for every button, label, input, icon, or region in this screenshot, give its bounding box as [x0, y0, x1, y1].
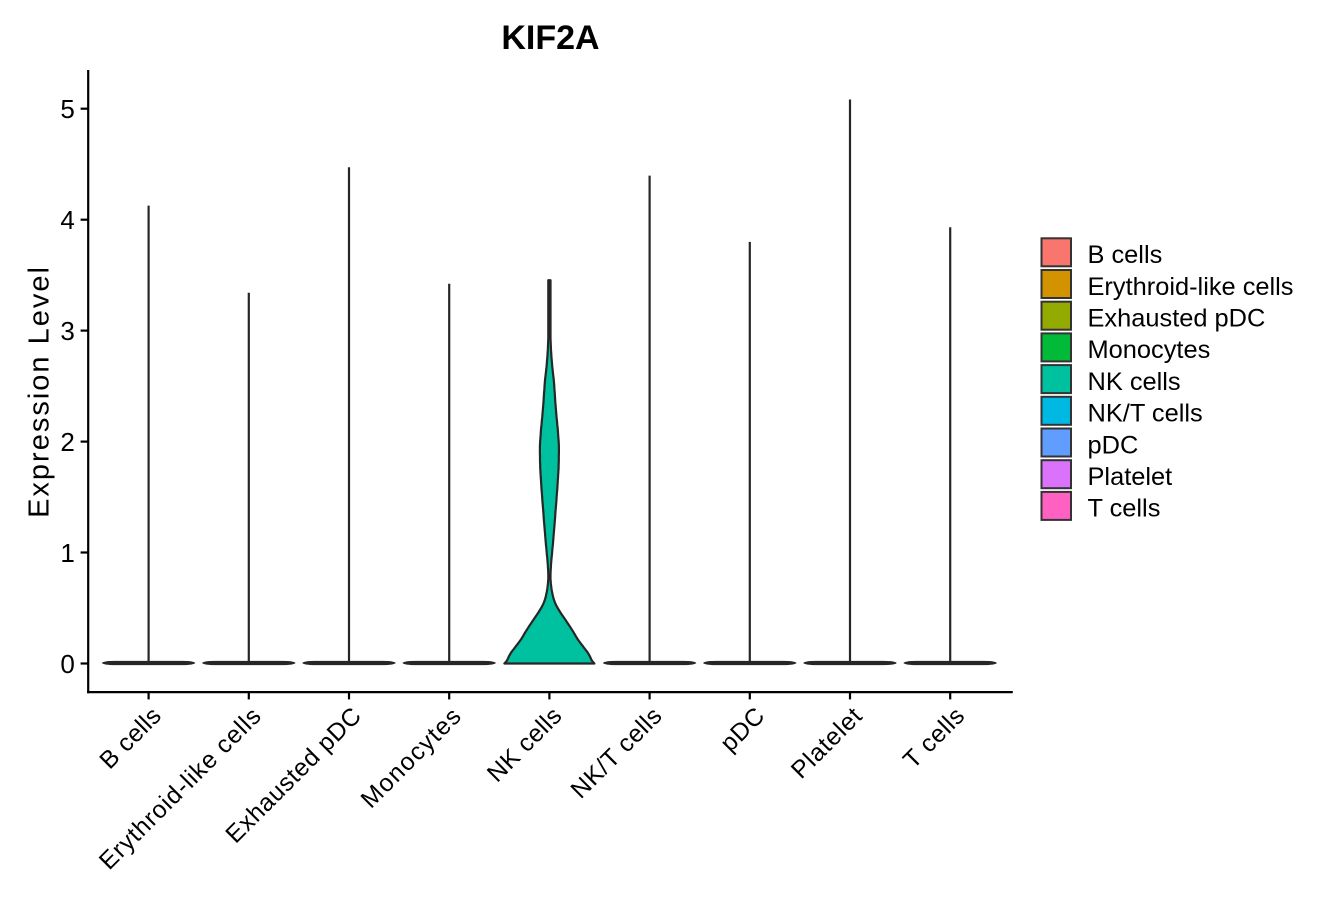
svg-text:3: 3 [60, 316, 74, 346]
svg-text:KIF2A: KIF2A [501, 19, 599, 57]
svg-text:Monocytes: Monocytes [1088, 336, 1211, 364]
svg-text:Erythroid-like cells: Erythroid-like cells [1088, 273, 1294, 301]
svg-text:4: 4 [60, 205, 74, 235]
svg-text:Expression Level: Expression Level [23, 265, 55, 518]
svg-text:NK cells: NK cells [1088, 368, 1181, 396]
svg-text:T cells: T cells [1088, 495, 1161, 523]
svg-text:2: 2 [60, 427, 74, 457]
svg-text:0: 0 [60, 649, 74, 679]
svg-text:Exhausted pDC: Exhausted pDC [1088, 305, 1266, 333]
svg-text:B cells: B cells [1088, 241, 1163, 269]
svg-text:5: 5 [60, 94, 74, 124]
svg-text:pDC: pDC [1088, 431, 1139, 459]
svg-text:NK/T cells: NK/T cells [1088, 400, 1203, 428]
svg-text:Platelet: Platelet [1088, 463, 1173, 491]
svg-text:1: 1 [60, 538, 74, 568]
